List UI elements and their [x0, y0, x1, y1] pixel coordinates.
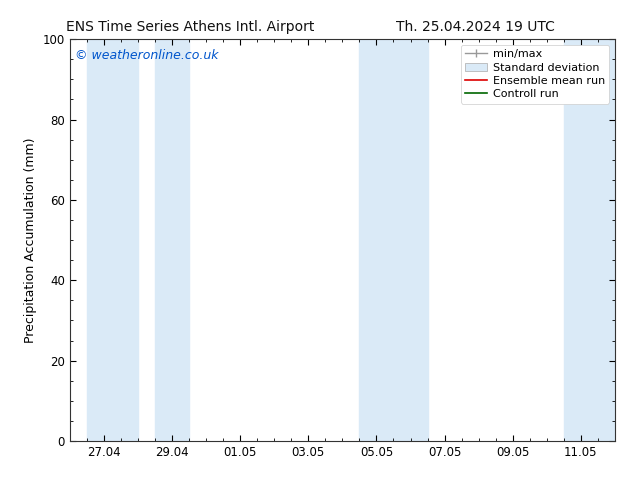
Bar [359, 39, 427, 441]
Legend: min/max, Standard deviation, Ensemble mean run, Controll run: min/max, Standard deviation, Ensemble me… [460, 45, 609, 104]
Bar [87, 39, 138, 441]
Bar [155, 39, 189, 441]
Text: ENS Time Series Athens Intl. Airport: ENS Time Series Athens Intl. Airport [66, 20, 314, 34]
Text: © weatheronline.co.uk: © weatheronline.co.uk [75, 49, 219, 62]
Y-axis label: Precipitation Accumulation (mm): Precipitation Accumulation (mm) [24, 137, 37, 343]
Bar [564, 39, 615, 441]
Text: Th. 25.04.2024 19 UTC: Th. 25.04.2024 19 UTC [396, 20, 555, 34]
